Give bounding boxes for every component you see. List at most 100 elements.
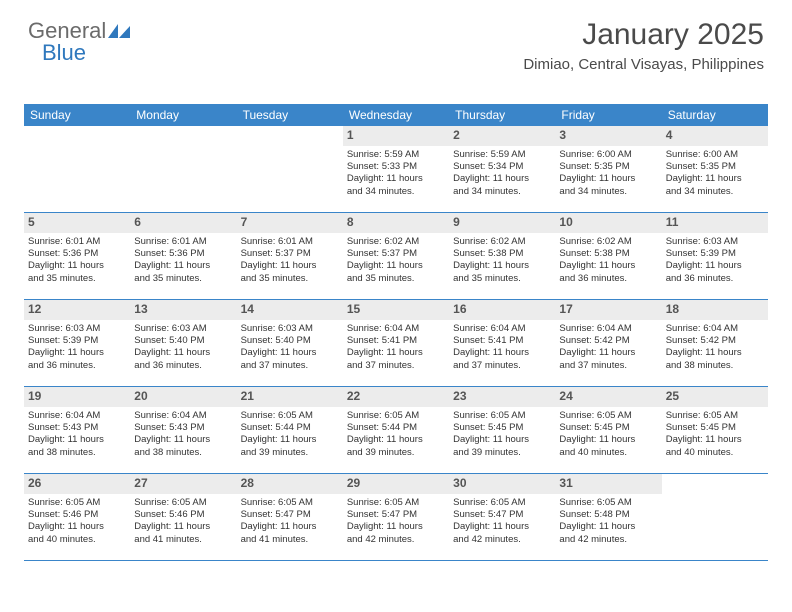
day-detail-line: Daylight: 11 hours (453, 434, 551, 446)
day-detail-line: Daylight: 11 hours (559, 521, 657, 533)
day-detail-line: Sunset: 5:35 PM (666, 161, 764, 173)
day-detail-line: Sunrise: 6:04 AM (559, 323, 657, 335)
day-details: Sunrise: 6:05 AMSunset: 5:45 PMDaylight:… (662, 407, 768, 462)
calendar-day-cell (130, 126, 236, 212)
calendar-day-cell (24, 126, 130, 212)
day-details: Sunrise: 6:05 AMSunset: 5:46 PMDaylight:… (130, 494, 236, 549)
day-detail-line: and 34 minutes. (347, 186, 445, 198)
day-detail-line: and 42 minutes. (559, 534, 657, 546)
day-detail-line: Sunset: 5:47 PM (347, 509, 445, 521)
calendar-week-row: 26Sunrise: 6:05 AMSunset: 5:46 PMDayligh… (24, 474, 768, 561)
day-number: 31 (555, 474, 661, 494)
day-details: Sunrise: 6:04 AMSunset: 5:43 PMDaylight:… (130, 407, 236, 462)
day-number: 27 (130, 474, 236, 494)
day-detail-line: Sunset: 5:46 PM (134, 509, 232, 521)
day-detail-line: and 35 minutes. (28, 273, 126, 285)
calendar-day-cell: 25Sunrise: 6:05 AMSunset: 5:45 PMDayligh… (662, 387, 768, 473)
day-number: 4 (662, 126, 768, 146)
day-detail-line: Sunrise: 6:03 AM (666, 236, 764, 248)
day-detail-line: Sunrise: 6:01 AM (241, 236, 339, 248)
day-detail-line: and 36 minutes. (134, 360, 232, 372)
day-detail-line: and 35 minutes. (347, 273, 445, 285)
calendar-day-cell: 23 Sunrise: 6:05 AMSunset: 5:45 PMDayligh… (449, 387, 555, 473)
day-detail-line: Sunrise: 6:01 AM (134, 236, 232, 248)
day-detail-line: Sunrise: 6:04 AM (453, 323, 551, 335)
brand-sail-icon (108, 18, 130, 32)
day-detail-line: Sunrise: 6:04 AM (347, 323, 445, 335)
day-detail-line: Daylight: 11 hours (559, 260, 657, 272)
day-detail-line: and 35 minutes. (134, 273, 232, 285)
calendar-day-cell: 22Sunrise: 6:05 AMSunset: 5:44 PMDayligh… (343, 387, 449, 473)
calendar-day-cell: 9Sunrise: 6:02 AMSunset: 5:38 PMDaylight… (449, 213, 555, 299)
day-detail-line: Daylight: 11 hours (28, 260, 126, 272)
day-number: 17 (555, 300, 661, 320)
calendar-day-cell: 27Sunrise: 6:05 AMSunset: 5:46 PMDayligh… (130, 474, 236, 560)
day-number: 20 (130, 387, 236, 407)
day-number: 7 (237, 213, 343, 233)
calendar-day-cell: 5Sunrise: 6:01 AMSunset: 5:36 PMDaylight… (24, 213, 130, 299)
day-detail-line: and 38 minutes. (666, 360, 764, 372)
day-details: Sunrise: 6:05 AMSunset: 5:47 PMDaylight:… (449, 494, 555, 549)
day-details: Sunrise: 6:00 AMSunset: 5:35 PMDaylight:… (662, 146, 768, 201)
day-detail-line: and 38 minutes. (134, 447, 232, 459)
calendar-day-cell: 16Sunrise: 6:04 AMSunset: 5:41 PMDayligh… (449, 300, 555, 386)
day-detail-line: Daylight: 11 hours (666, 173, 764, 185)
day-detail-line: and 34 minutes. (559, 186, 657, 198)
day-detail-line: Daylight: 11 hours (241, 260, 339, 272)
day-detail-line: Sunrise: 6:05 AM (453, 410, 551, 422)
day-detail-line: and 36 minutes. (559, 273, 657, 285)
day-detail-line: and 37 minutes. (559, 360, 657, 372)
day-number: 25 (662, 387, 768, 407)
brand-text-blue-row: Blue (42, 40, 86, 66)
day-details: Sunrise: 6:02 AMSunset: 5:37 PMDaylight:… (343, 233, 449, 288)
day-details: Sunrise: 6:03 AMSunset: 5:40 PMDaylight:… (130, 320, 236, 375)
day-detail-line: and 35 minutes. (453, 273, 551, 285)
day-detail-line: Sunset: 5:45 PM (559, 422, 657, 434)
day-details: Sunrise: 6:01 AMSunset: 5:36 PMDaylight:… (130, 233, 236, 288)
calendar-day-cell: 18Sunrise: 6:04 AMSunset: 5:42 PMDayligh… (662, 300, 768, 386)
day-detail-line: Sunrise: 6:02 AM (453, 236, 551, 248)
day-detail-line: Sunset: 5:40 PM (134, 335, 232, 347)
calendar-day-cell: 11Sunrise: 6:03 AMSunset: 5:39 PMDayligh… (662, 213, 768, 299)
day-number: 11 (662, 213, 768, 233)
calendar-day-cell: 28Sunrise: 6:05 AMSunset: 5:47 PMDayligh… (237, 474, 343, 560)
calendar-day-cell: 19Sunrise: 6:04 AMSunset: 5:43 PMDayligh… (24, 387, 130, 473)
month-title: January 2025 (523, 18, 764, 52)
day-detail-line: Sunset: 5:44 PM (241, 422, 339, 434)
day-details: Sunrise: 6:02 AMSunset: 5:38 PMDaylight:… (555, 233, 661, 288)
day-details: Sunrise: 6:03 AMSunset: 5:39 PMDaylight:… (662, 233, 768, 288)
day-detail-line: Daylight: 11 hours (241, 521, 339, 533)
day-number: 23 (449, 387, 555, 407)
day-detail-line: Sunset: 5:46 PM (28, 509, 126, 521)
day-number: 14 (237, 300, 343, 320)
day-detail-line: Sunset: 5:45 PM (453, 422, 551, 434)
day-details: Sunrise: 6:01 AMSunset: 5:36 PMDaylight:… (24, 233, 130, 288)
day-number: 16 (449, 300, 555, 320)
day-detail-line: Sunrise: 6:03 AM (134, 323, 232, 335)
day-detail-line: and 41 minutes. (134, 534, 232, 546)
day-detail-line: Sunset: 5:38 PM (453, 248, 551, 260)
day-detail-line: Sunrise: 6:05 AM (134, 497, 232, 509)
calendar-day-cell: 12Sunrise: 6:03 AMSunset: 5:39 PMDayligh… (24, 300, 130, 386)
calendar-day-cell: 6Sunrise: 6:01 AMSunset: 5:36 PMDaylight… (130, 213, 236, 299)
calendar-day-cell: 31Sunrise: 6:05 AMSunset: 5:48 PMDayligh… (555, 474, 661, 560)
day-details: Sunrise: 6:05 AMSunset: 5:46 PMDaylight:… (24, 494, 130, 549)
day-detail-line: Sunrise: 6:05 AM (28, 497, 126, 509)
day-detail-line: Daylight: 11 hours (559, 347, 657, 359)
day-detail-line: Sunset: 5:41 PM (347, 335, 445, 347)
day-detail-line: and 34 minutes. (453, 186, 551, 198)
calendar-day-cell: 20Sunrise: 6:04 AMSunset: 5:43 PMDayligh… (130, 387, 236, 473)
weekday-header: Wednesday (343, 104, 449, 126)
day-detail-line: and 39 minutes. (453, 447, 551, 459)
day-detail-line: Daylight: 11 hours (347, 173, 445, 185)
day-detail-line: Sunset: 5:40 PM (241, 335, 339, 347)
day-number: 30 (449, 474, 555, 494)
day-detail-line: Sunrise: 6:05 AM (453, 497, 551, 509)
day-detail-line: Sunset: 5:41 PM (453, 335, 551, 347)
day-detail-line: Sunset: 5:42 PM (666, 335, 764, 347)
day-number: 5 (24, 213, 130, 233)
calendar-day-cell: 10Sunrise: 6:02 AMSunset: 5:38 PMDayligh… (555, 213, 661, 299)
calendar-day-cell: 15Sunrise: 6:04 AMSunset: 5:41 PMDayligh… (343, 300, 449, 386)
day-detail-line: and 39 minutes. (241, 447, 339, 459)
calendar-day-cell: 26Sunrise: 6:05 AMSunset: 5:46 PMDayligh… (24, 474, 130, 560)
